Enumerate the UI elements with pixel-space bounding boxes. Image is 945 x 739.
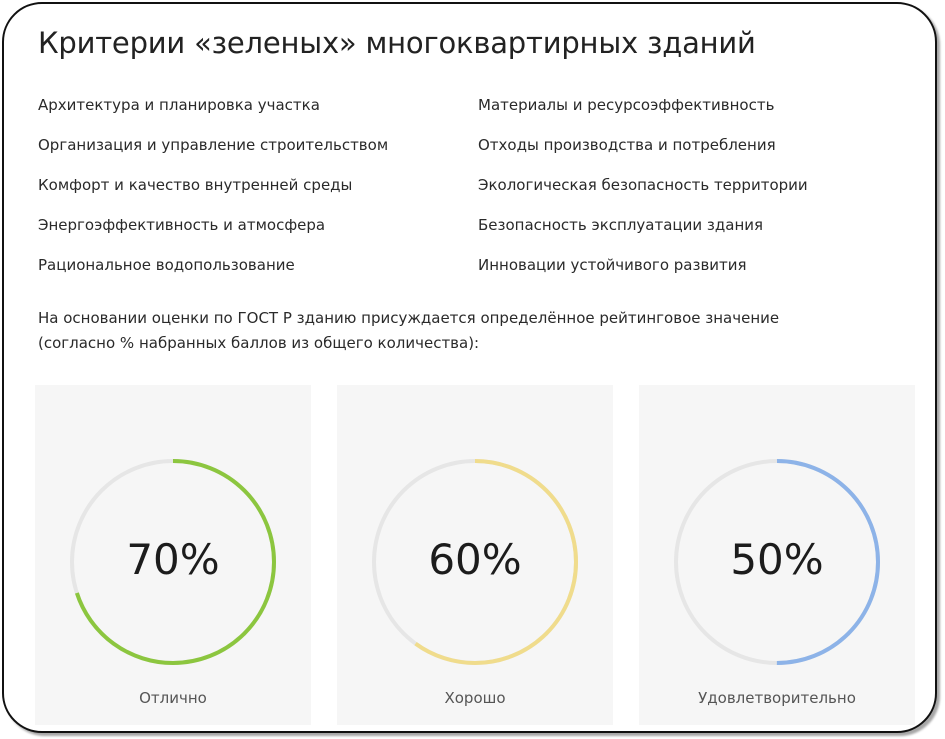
rating-description: На основании оценки по ГОСТ Р зданию при… [38, 309, 780, 352]
rating-label: Удовлетворительно [698, 689, 856, 707]
criteria-item: Безопасность эксплуатации здания [478, 216, 764, 234]
criteria-item: Рациональное водопользование [38, 256, 295, 274]
progress-ring-good [372, 459, 578, 665]
rating-label: Хорошо [444, 689, 506, 707]
criteria-item: Архитектура и планировка участка [38, 96, 320, 114]
progress-arc [674, 459, 880, 665]
rating-percent: 60% [428, 535, 522, 584]
rating-label: Отлично [139, 689, 207, 707]
criteria-item: Комфорт и качество внутренней среды [38, 176, 353, 194]
page-title: Критерии «зеленых» многоквартирных здани… [38, 26, 756, 60]
rating-card-good: 60% Хорошо [337, 385, 613, 725]
criteria-item: Материалы и ресурсоэффективность [478, 96, 775, 114]
progress-ring-excellent [70, 459, 276, 665]
rating-card-satisfactory: 50% Удовлетворительно [639, 385, 915, 725]
criteria-item: Энергоэффективность и атмосфера [38, 216, 326, 234]
content-frame: Критерии «зеленых» многоквартирных здани… [2, 2, 937, 733]
criteria-item: Организация и управление строительством [38, 136, 389, 154]
criteria-item: Инновации устойчивого развития [478, 256, 747, 274]
criteria-item: Экологическая безопасность территории [478, 176, 808, 194]
criteria-item: Отходы производства и потребления [478, 136, 776, 154]
rating-percent: 70% [126, 535, 220, 584]
rating-card-excellent: 70% Отлично [35, 385, 311, 725]
progress-arc [372, 459, 578, 665]
progress-arc [70, 459, 276, 665]
progress-ring-satisfactory [674, 459, 880, 665]
rating-percent: 50% [730, 535, 824, 584]
